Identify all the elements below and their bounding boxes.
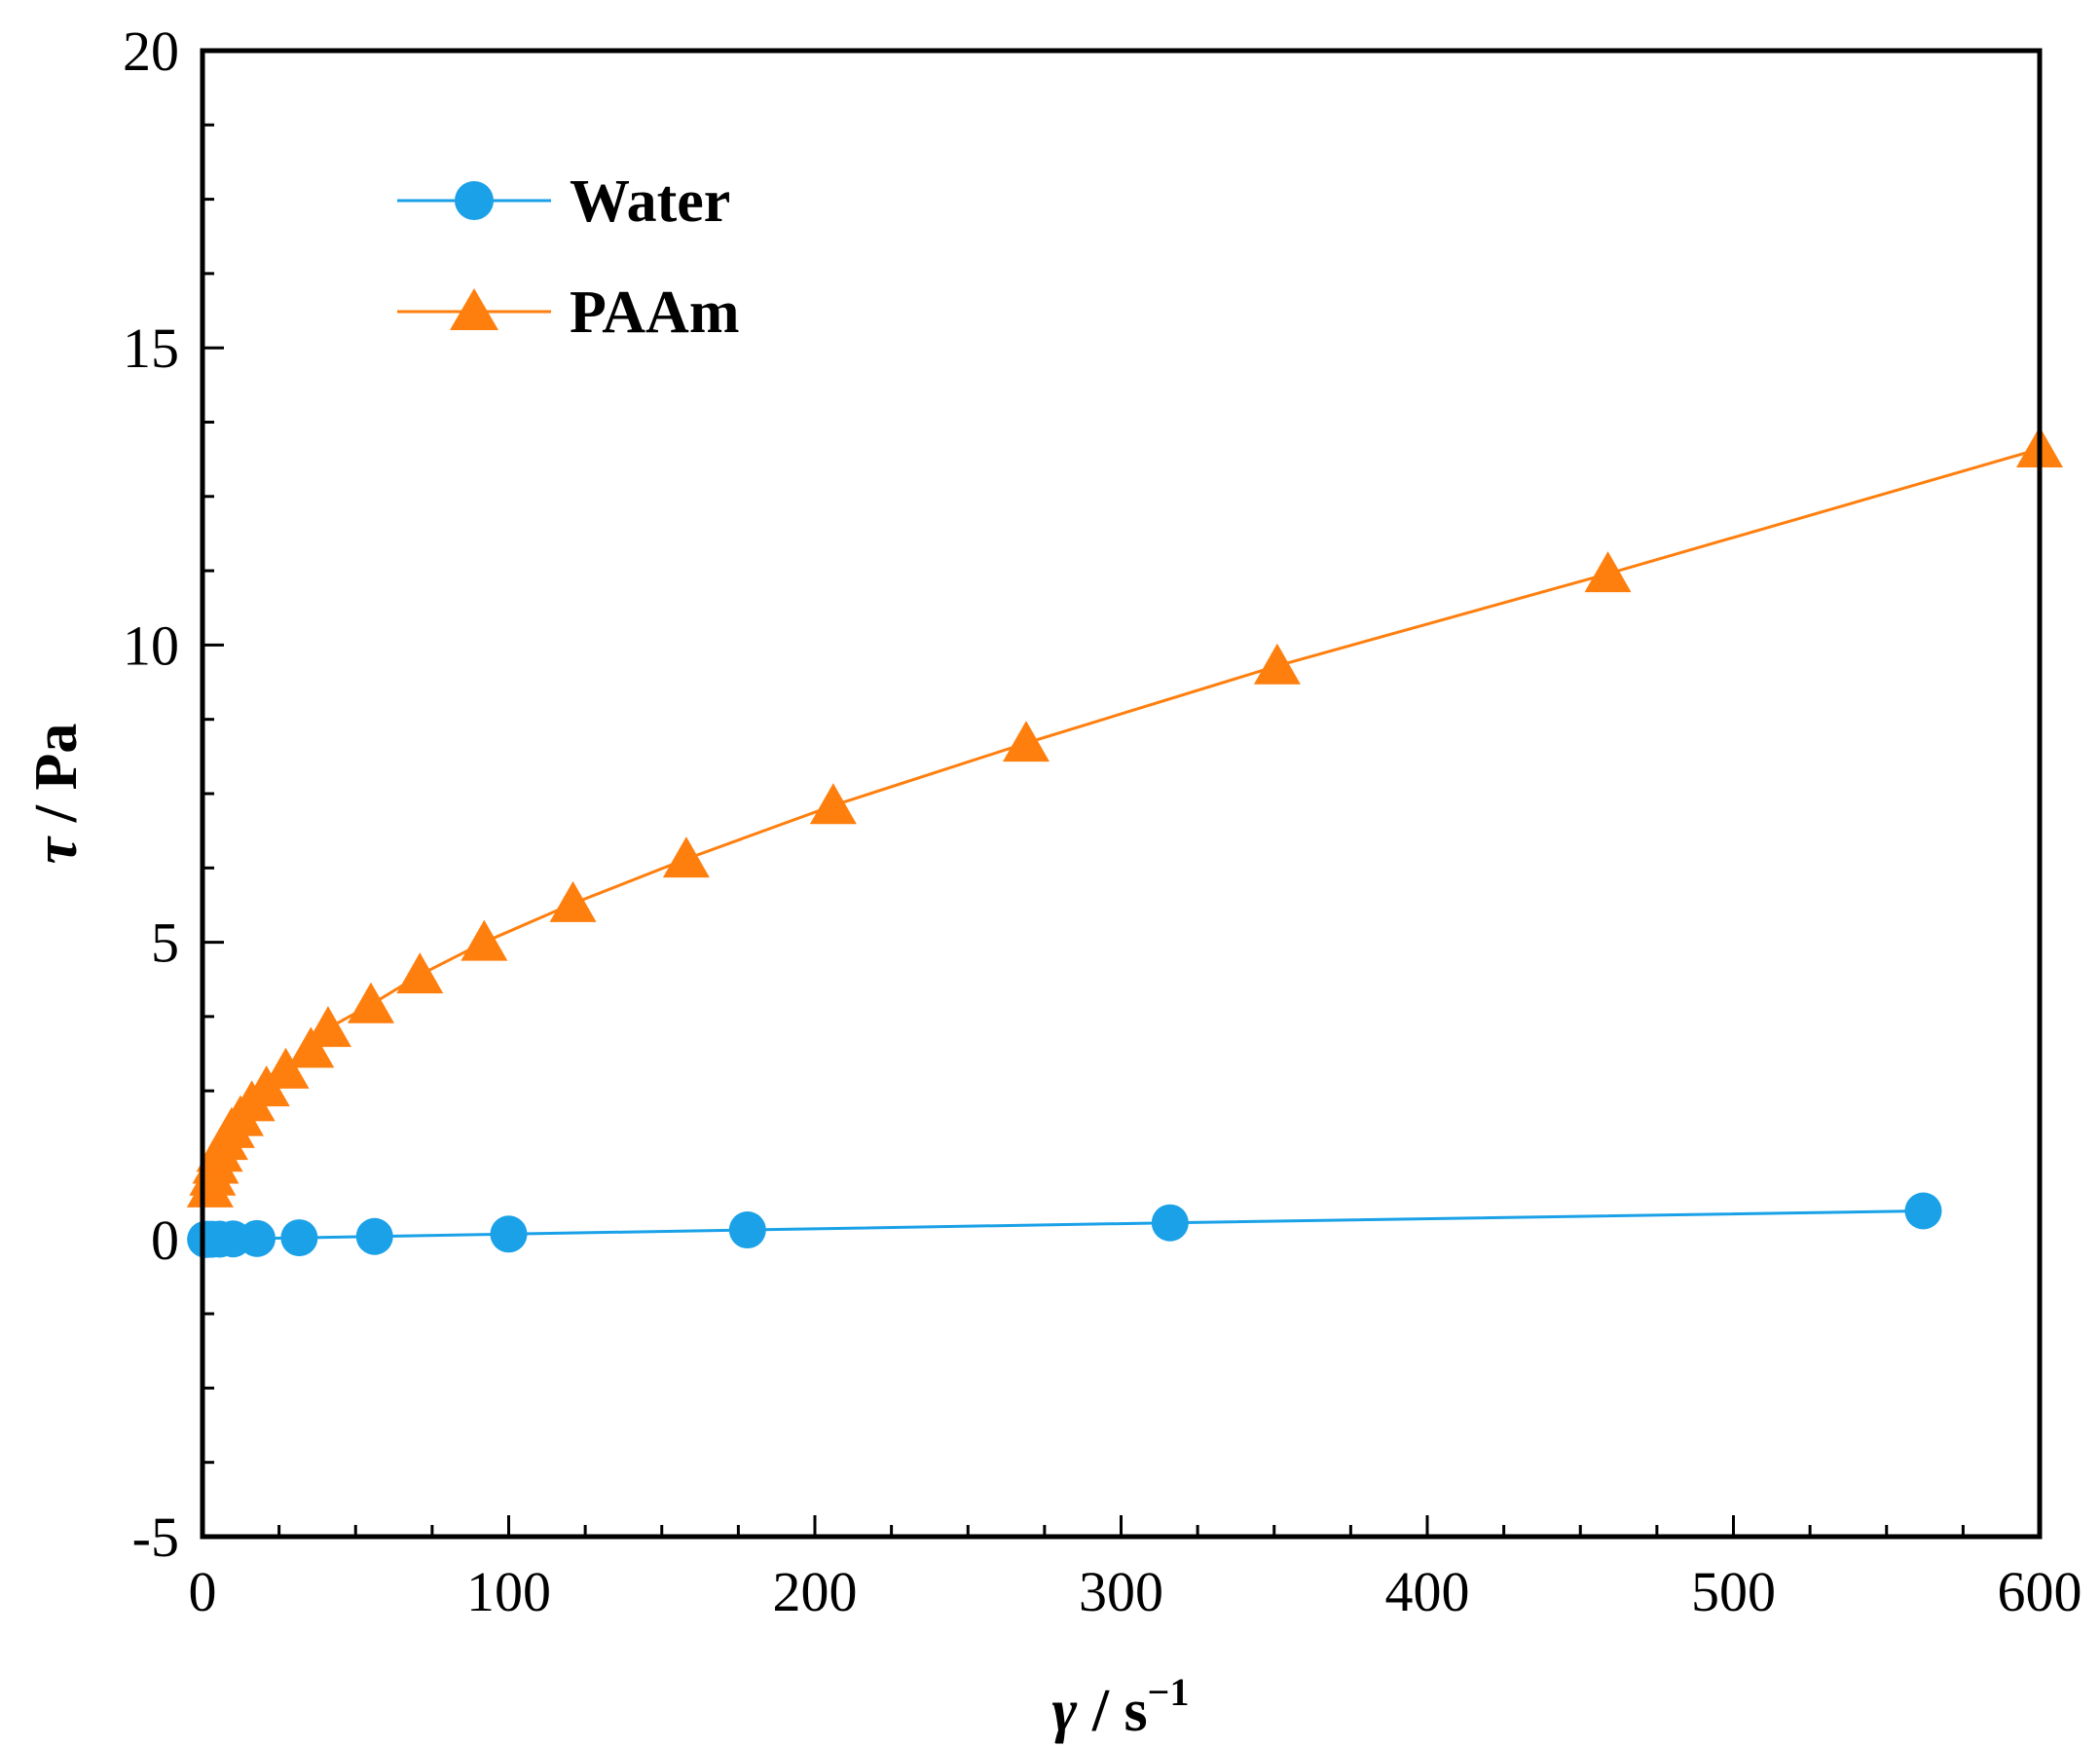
data-point-paam bbox=[396, 952, 444, 994]
x-axis-unit-exponent: −1 bbox=[1148, 1670, 1190, 1714]
legend-label-paam: PAAm bbox=[570, 279, 739, 346]
legend-label-water: Water bbox=[570, 168, 730, 235]
series-water bbox=[187, 1192, 1942, 1258]
legend-marker-water bbox=[455, 181, 494, 220]
y-axis-symbol: τ bbox=[23, 835, 90, 864]
data-point-paam bbox=[347, 982, 394, 1023]
x-axis-title: γ / s−1 bbox=[1052, 1670, 1190, 1744]
y-tick-label: 20 bbox=[123, 19, 179, 83]
data-point-paam bbox=[1584, 551, 1632, 593]
data-point-paam bbox=[287, 1026, 335, 1068]
data-point-water bbox=[280, 1219, 318, 1257]
legend-marker-paam bbox=[450, 288, 498, 330]
data-point-paam bbox=[304, 1006, 351, 1048]
data-point-water bbox=[490, 1215, 528, 1253]
data-point-paam bbox=[662, 836, 710, 878]
y-tick-label: 0 bbox=[151, 1208, 179, 1272]
data-point-paam bbox=[549, 880, 597, 922]
data-point-paam bbox=[461, 919, 508, 961]
legend: Water PAAm bbox=[397, 168, 739, 346]
y-axis-title: τ / Pa bbox=[23, 724, 90, 865]
x-tick-label: 400 bbox=[1385, 1560, 1470, 1623]
y-tick-label: 15 bbox=[123, 316, 179, 380]
data-series bbox=[186, 426, 2063, 1258]
y-tick-label: 5 bbox=[151, 911, 179, 975]
x-tick-label: 600 bbox=[1998, 1560, 2082, 1623]
x-tick-label: 300 bbox=[1079, 1560, 1163, 1623]
x-axis-symbol: γ bbox=[1052, 1678, 1078, 1744]
x-tick-label: 0 bbox=[189, 1560, 217, 1623]
data-point-water bbox=[1151, 1204, 1189, 1242]
x-tick-label: 100 bbox=[466, 1560, 551, 1623]
data-point-water bbox=[728, 1211, 766, 1249]
data-point-paam bbox=[809, 783, 857, 825]
y-tick-label: 10 bbox=[123, 613, 179, 677]
y-axis-unit: / Pa bbox=[23, 724, 90, 837]
x-tick-label: 500 bbox=[1691, 1560, 1776, 1623]
data-point-water bbox=[238, 1219, 276, 1257]
data-point-paam bbox=[262, 1047, 310, 1089]
data-point-water bbox=[1904, 1192, 1942, 1230]
x-axis-unit: / s bbox=[1077, 1678, 1147, 1744]
plot-frame bbox=[200, 48, 2043, 1540]
x-tick-label: 200 bbox=[773, 1560, 858, 1623]
data-point-paam bbox=[1003, 721, 1050, 762]
data-point-water bbox=[355, 1217, 393, 1255]
y-tick-label: -5 bbox=[132, 1505, 179, 1569]
data-point-paam bbox=[1253, 643, 1301, 685]
